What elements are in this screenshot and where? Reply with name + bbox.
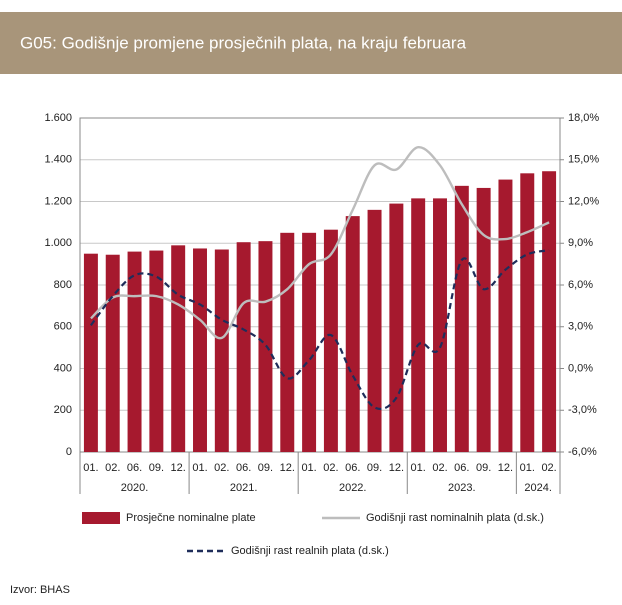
y-tick-label: 0 [66, 446, 72, 458]
chart-title: G05: Godišnje promjene prosječnih plata,… [20, 33, 467, 52]
x-tick-label: 09. [367, 462, 382, 474]
bar [498, 179, 513, 453]
bar [323, 229, 338, 452]
y2-tick-label: 3,0% [568, 321, 593, 333]
x-tick-label: 06. [345, 462, 360, 474]
bar [411, 198, 426, 452]
y-tick-label: 200 [54, 404, 72, 416]
x-tick-label: 01. [301, 462, 316, 474]
group-label: 2021. [230, 482, 258, 494]
bar [127, 251, 142, 452]
x-tick-label: 01. [520, 462, 535, 474]
group-label: 2024. [524, 482, 552, 494]
source: Izvor: BHAS [10, 584, 70, 596]
legend-label: Godišnji rast nominalnih plata (d.sk.) [366, 512, 544, 524]
bar [280, 232, 295, 452]
x-tick-label: 02. [432, 462, 447, 474]
y-tick-label: 400 [54, 362, 72, 374]
group-label: 2020. [121, 482, 149, 494]
x-tick-label: 12. [389, 462, 404, 474]
bar [236, 242, 251, 452]
x-tick-label: 01. [411, 462, 426, 474]
group-label: 2023. [448, 482, 476, 494]
line [90, 146, 550, 340]
bar [105, 254, 120, 452]
y2-tick-label: 6,0% [568, 279, 593, 291]
x-tick-label: 01. [83, 462, 98, 474]
x-tick-label: 06. [127, 462, 142, 474]
header-band [0, 12, 622, 74]
x-tick-label: 02. [105, 462, 120, 474]
x-tick-label: 02. [323, 462, 338, 474]
x-tick-label: 12. [171, 462, 186, 474]
y2-tick-label: 15,0% [568, 154, 599, 166]
group-label: 2022. [339, 482, 367, 494]
legend-label: Godišnji rast realnih plata (d.sk.) [231, 545, 389, 557]
x-tick-label: 02. [541, 462, 556, 474]
bar [389, 203, 404, 452]
legend-label: Prosječne nominalne plate [126, 512, 256, 524]
bar [171, 245, 186, 452]
legend-swatch [82, 512, 120, 524]
y-tick-label: 1.200 [44, 195, 72, 207]
bar [367, 209, 382, 452]
y2-tick-label: 12,0% [568, 195, 599, 207]
y2-tick-label: 9,0% [568, 237, 593, 249]
bar [476, 187, 491, 452]
x-tick-label: 06. [236, 462, 251, 474]
bar [345, 216, 360, 452]
x-tick-label: 09. [476, 462, 491, 474]
y-tick-label: 600 [54, 321, 72, 333]
bar [83, 253, 98, 452]
bar [302, 232, 317, 452]
x-tick-label: 09. [258, 462, 273, 474]
x-tick-label: 12. [280, 462, 295, 474]
y2-tick-label: -6,0% [568, 446, 597, 458]
bar [433, 198, 447, 452]
line [90, 249, 550, 411]
x-tick-label: 02. [214, 462, 229, 474]
y-tick-label: 1.600 [44, 112, 72, 124]
bar [193, 248, 207, 452]
y-tick-label: 1.000 [44, 237, 72, 249]
y-tick-label: 800 [54, 279, 72, 291]
y2-tick-label: 18,0% [568, 112, 599, 124]
bar [149, 250, 164, 452]
bar [542, 171, 557, 452]
x-tick-label: 09. [149, 462, 164, 474]
x-tick-label: 01. [192, 462, 207, 474]
plot-frame [79, 117, 561, 453]
bar [258, 241, 273, 452]
bar [214, 249, 229, 452]
bar [520, 173, 535, 452]
y2-tick-label: 0,0% [568, 362, 593, 374]
y-tick-label: 1.400 [44, 154, 72, 166]
bar [454, 185, 469, 452]
y2-tick-label: -3,0% [568, 404, 597, 416]
x-tick-label: 12. [498, 462, 513, 474]
x-tick-label: 06. [454, 462, 469, 474]
